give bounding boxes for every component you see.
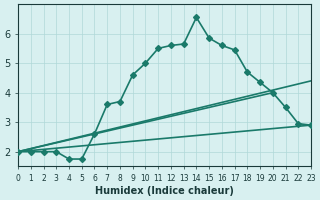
X-axis label: Humidex (Indice chaleur): Humidex (Indice chaleur) (95, 186, 234, 196)
